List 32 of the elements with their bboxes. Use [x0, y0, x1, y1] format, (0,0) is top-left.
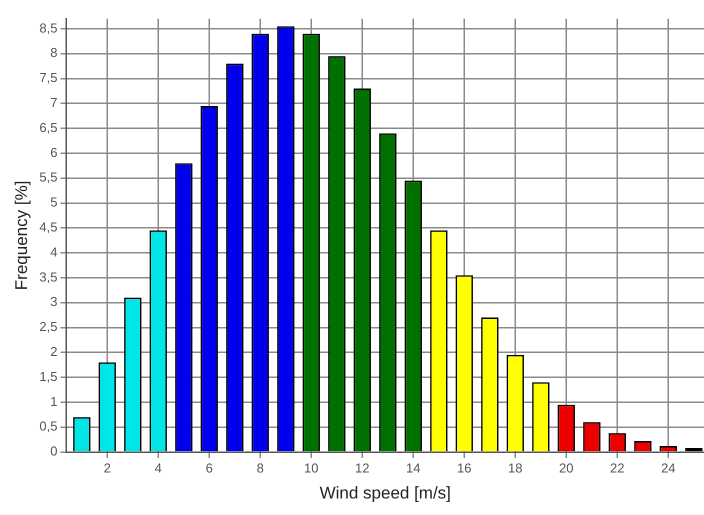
x-tick-label: 20: [559, 460, 574, 476]
y-tick-label: 3: [50, 294, 58, 310]
y-tick-label: 8,5: [39, 20, 58, 36]
y-tick-label: 3,5: [39, 269, 58, 284]
y-tick-label: 0: [50, 444, 58, 459]
y-tick-label: 7: [50, 95, 58, 110]
x-tick-label: 4: [154, 460, 162, 476]
x-tick-label: 14: [406, 460, 421, 476]
y-tick-label: 4,5: [39, 220, 58, 235]
y-tick-label: 5: [50, 194, 58, 210]
x-tick-label: 22: [610, 460, 625, 476]
y-tick-label: 4: [50, 244, 58, 260]
y-tick-label: 8: [50, 45, 58, 60]
y-tick-label: 6,5: [39, 120, 58, 135]
x-tick-label: 10: [304, 460, 319, 476]
y-tick-label: 2: [50, 344, 58, 359]
x-tick-label: 12: [355, 460, 370, 476]
x-tick-label: 16: [457, 460, 472, 476]
y-tick-label: 2,5: [39, 319, 58, 334]
y-axis-title: Frequency [%]: [12, 180, 31, 290]
x-tick-label: 2: [104, 460, 111, 476]
y-tick-label: 5,5: [39, 170, 58, 185]
x-tick-label: 24: [661, 460, 676, 476]
y-tick-label: 6: [50, 144, 58, 160]
x-tick-label: 18: [508, 460, 523, 476]
y-tick-label: 7,5: [39, 70, 58, 86]
x-tick-label: 8: [256, 460, 264, 476]
x-axis-title: Wind speed [m/s]: [320, 483, 451, 502]
x-tick-label: 6: [206, 460, 213, 476]
y-tick-label: 0,5: [39, 418, 58, 434]
y-tick-label: 1: [50, 394, 58, 409]
y-tick-label: 1,5: [39, 368, 58, 384]
